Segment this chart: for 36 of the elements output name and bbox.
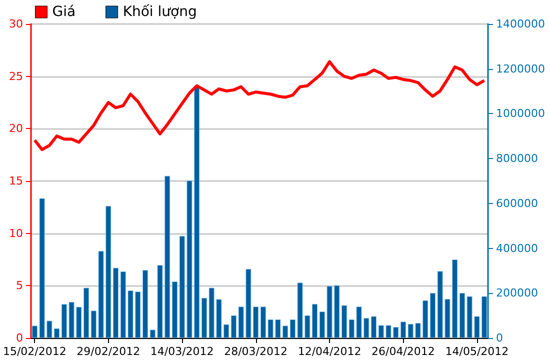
y2-tick-label: 1200000 xyxy=(496,62,545,76)
y-tick-label: 0 xyxy=(16,332,23,344)
x-tick-label: 28/03/2012 xyxy=(224,345,288,358)
x-tick-label: 12/04/2012 xyxy=(298,345,362,358)
legend-label: Khối lượng xyxy=(122,4,197,20)
bar xyxy=(400,322,406,338)
bar xyxy=(84,288,90,338)
y2-tick-label: 600000 xyxy=(496,196,538,210)
bar xyxy=(172,281,178,338)
bar xyxy=(113,268,119,338)
y2-tick-label: 1400000 xyxy=(496,18,545,30)
y-tick-label: 15 xyxy=(8,174,23,188)
bar xyxy=(430,292,436,338)
legend-label: Giá xyxy=(52,4,76,20)
x-tick-label: 14/05/2012 xyxy=(445,345,509,358)
bar xyxy=(371,316,376,338)
y2-tick-label: 400000 xyxy=(496,242,538,255)
x-tick-label: 15/02/2012 xyxy=(2,345,66,358)
y2-tick-label: 0 xyxy=(496,332,503,344)
y2-tick-label: 800000 xyxy=(496,152,538,166)
y2-tick-label: 1000000 xyxy=(496,107,545,120)
bar xyxy=(312,304,318,338)
y-tick-label: 10 xyxy=(8,226,23,240)
bar xyxy=(142,270,148,338)
y2-tick-label: 200000 xyxy=(496,286,538,300)
bar xyxy=(282,326,288,338)
y-tick-label: 25 xyxy=(8,70,23,83)
bar xyxy=(54,328,60,338)
x-tick-label: 26/04/2012 xyxy=(372,345,435,358)
bar xyxy=(201,298,207,338)
y-tick-label: 30 xyxy=(8,18,23,30)
y-tick-label: 5 xyxy=(16,279,23,292)
y-tick-label: 20 xyxy=(8,122,23,136)
x-tick-label: 29/02/2012 xyxy=(76,345,140,358)
bar xyxy=(342,305,348,338)
x-tick-label: 14/03/2012 xyxy=(150,345,214,358)
